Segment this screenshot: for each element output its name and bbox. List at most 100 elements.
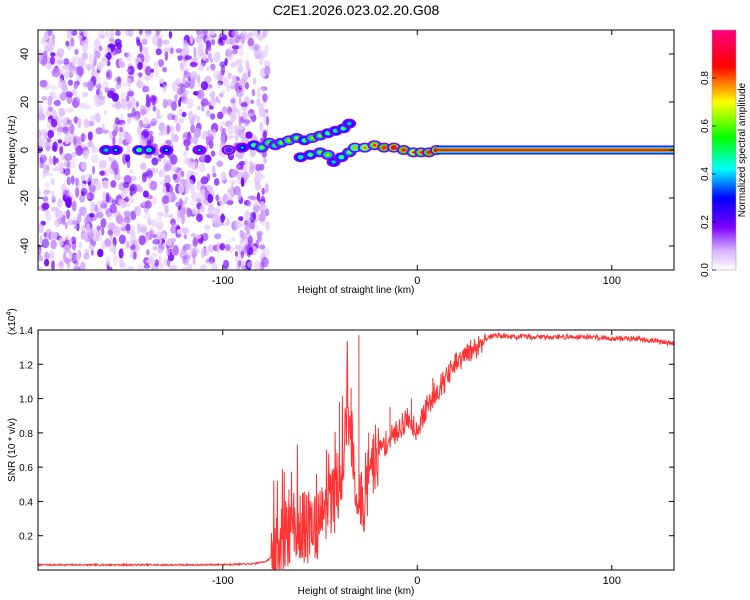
noise-speckle	[211, 165, 216, 175]
noise-speckle	[108, 246, 113, 253]
y-tick-label: 40	[19, 48, 31, 60]
noise-speckle	[98, 45, 103, 52]
noise-speckle	[106, 196, 114, 204]
signal-blob	[295, 136, 299, 140]
noise-speckle	[38, 248, 42, 255]
y-tick-label: 0.2	[19, 532, 33, 543]
noise-speckle	[87, 131, 93, 141]
noise-speckle	[144, 153, 153, 159]
noise-speckle	[171, 101, 177, 111]
noise-speckle	[112, 136, 116, 146]
noise-speckle	[237, 64, 243, 74]
noise-speckle	[259, 121, 264, 132]
noise-speckle	[151, 157, 159, 166]
noise-speckle	[62, 117, 67, 127]
spectrogram-signal	[99, 118, 444, 167]
noise-speckle	[127, 65, 135, 76]
noise-speckle	[121, 188, 128, 197]
noise-speckle	[38, 129, 43, 140]
noise-speckle	[69, 123, 75, 135]
signal-blob	[326, 132, 330, 135]
noise-speckle	[207, 261, 215, 267]
noise-speckle	[138, 186, 144, 193]
noise-speckle	[115, 82, 122, 90]
noise-speckle	[82, 232, 88, 240]
noise-speckle	[138, 72, 143, 78]
noise-speckle	[64, 191, 70, 196]
noise-speckle	[221, 89, 226, 95]
noise-speckle	[231, 170, 237, 178]
noise-speckle	[169, 154, 178, 165]
noise-speckle	[207, 52, 212, 60]
noise-speckle	[142, 138, 147, 147]
colorbar-frame	[711, 29, 737, 271]
noise-speckle	[38, 153, 45, 164]
noise-speckle	[188, 110, 194, 121]
noise-speckle	[130, 230, 136, 239]
noise-speckle	[181, 48, 187, 59]
noise-speckle	[126, 101, 133, 109]
noise-speckle	[134, 115, 140, 122]
noise-speckle	[178, 208, 185, 219]
noise-speckle	[196, 89, 205, 100]
noise-speckle	[155, 221, 164, 229]
noise-speckle	[57, 78, 64, 89]
noise-speckle	[163, 124, 168, 136]
noise-speckle	[183, 157, 191, 165]
noise-speckle	[157, 153, 165, 159]
signal-blob	[104, 148, 108, 152]
noise-speckle	[75, 145, 83, 156]
noise-speckle	[205, 47, 209, 55]
signal-blob	[341, 127, 345, 130]
noise-speckle	[144, 33, 151, 39]
noise-speckle	[258, 213, 266, 222]
noise-speckle	[103, 109, 108, 115]
noise-speckle	[125, 240, 130, 249]
noise-speckle	[70, 37, 75, 47]
noise-speckle	[118, 137, 123, 145]
noise-speckle	[81, 42, 89, 52]
noise-speckle	[97, 248, 104, 258]
noise-speckle	[125, 223, 131, 232]
noise-speckle	[249, 220, 255, 230]
noise-speckle	[162, 157, 167, 165]
noise-speckle	[211, 262, 218, 270]
noise-speckle	[116, 214, 124, 224]
noise-speckle	[251, 30, 257, 36]
noise-speckle	[254, 182, 261, 191]
noise-speckle	[207, 193, 214, 204]
noise-speckle	[100, 218, 107, 228]
noise-speckle	[77, 34, 83, 41]
noise-speckle	[45, 172, 54, 177]
noise-speckle	[151, 197, 158, 205]
noise-speckle	[137, 62, 143, 70]
noise-speckle	[129, 169, 134, 174]
noise-speckle	[231, 75, 237, 85]
noise-speckle	[43, 131, 48, 140]
noise-speckle	[200, 247, 209, 257]
noise-speckle	[105, 30, 110, 38]
noise-speckle	[174, 93, 178, 104]
noise-speckle	[105, 256, 111, 266]
noise-speckle	[156, 231, 163, 239]
noise-speckle	[108, 156, 112, 161]
noise-speckle	[171, 195, 178, 201]
noise-speckle	[183, 70, 188, 76]
noise-speckle	[113, 254, 118, 265]
noise-speckle	[181, 267, 190, 270]
noise-speckle	[71, 151, 78, 158]
noise-speckle	[245, 131, 253, 139]
noise-speckle	[112, 158, 116, 169]
noise-speckle	[238, 216, 244, 222]
noise-speckle	[64, 64, 71, 70]
noise-speckle	[139, 42, 143, 53]
noise-speckle	[229, 187, 234, 198]
noise-speckle	[121, 122, 125, 129]
noise-speckle	[219, 92, 224, 98]
noise-speckle	[64, 133, 71, 145]
noise-speckle	[44, 182, 49, 188]
noise-speckle	[152, 245, 158, 251]
noise-speckle	[110, 180, 117, 188]
noise-speckle	[166, 247, 171, 257]
noise-speckle	[80, 261, 86, 270]
